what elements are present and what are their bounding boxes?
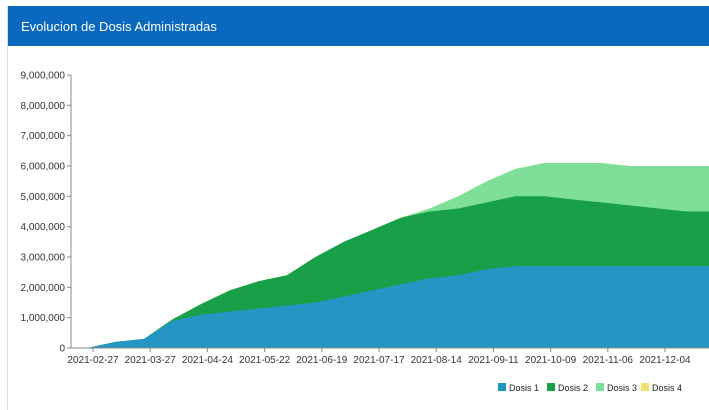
x-tick-label: 2021-05-22 <box>239 355 291 366</box>
chart-panel: Evolucion de Dosis Administradas 0 1,000,… <box>7 6 709 410</box>
y-tick-label: 9,000,000 <box>21 71 66 82</box>
legend-label: Dosis 4 <box>652 383 682 393</box>
x-tick-label: 2021-06-19 <box>296 355 348 366</box>
x-tick-label: 2021-02-27 <box>67 355 119 366</box>
y-tick-label: 6,000,000 <box>21 162 66 173</box>
y-tick-label: 4,000,000 <box>21 222 66 233</box>
x-tick-label: 2021-11-06 <box>583 355 634 366</box>
legend-label: Dosis 1 <box>509 383 539 393</box>
x-tick-label: 2021-12-04 <box>639 355 691 366</box>
x-axis: 2021-02-27 2021-03-27 2021-04-24 2021-05-22… <box>67 347 709 366</box>
legend-label: Dosis 2 <box>558 383 588 393</box>
y-tick-label: 7,000,000 <box>21 131 66 142</box>
doses-area-chart: 0 1,000,000 2,000,000 3,000,000 4,000,000 5,0… <box>21 71 709 393</box>
y-tick-label: 3,000,000 <box>21 253 66 264</box>
y-tick-label: 8,000,000 <box>21 101 66 112</box>
panel-header: Evolucion de Dosis Administradas <box>8 6 709 46</box>
x-tick-label: 2021-07-17 <box>353 355 405 366</box>
chart-area: 0 1,000,000 2,000,000 3,000,000 4,000,000 5,0… <box>8 46 709 410</box>
x-tick-label: 2021-08-14 <box>411 355 463 366</box>
legend-swatch <box>596 383 604 391</box>
y-tick-label: 0 <box>59 344 65 355</box>
legend-swatch <box>547 383 555 391</box>
x-tick-label: 2021-04-24 <box>182 355 234 366</box>
legend-swatch <box>498 383 506 391</box>
y-tick-label: 5,000,000 <box>21 192 66 203</box>
y-tick-label: 2,000,000 <box>21 283 66 294</box>
y-tick-label: 1,000,000 <box>21 313 66 324</box>
legend-swatch <box>641 383 649 391</box>
x-tick-label: 2021-10-09 <box>525 355 577 366</box>
legend: Dosis 1 Dosis 2 Dosis 3 Dosis 4 <box>498 383 682 393</box>
plot-areas <box>87 163 709 348</box>
legend-label: Dosis 3 <box>607 383 637 393</box>
series-area-1 <box>87 266 709 348</box>
panel-title: Evolucion de Dosis Administradas <box>21 19 217 34</box>
x-tick-label: 2021-09-11 <box>468 355 519 366</box>
y-axis: 0 1,000,000 2,000,000 3,000,000 4,000,000 5,0… <box>21 71 72 355</box>
x-tick-label: 2021-03-27 <box>125 355 177 366</box>
